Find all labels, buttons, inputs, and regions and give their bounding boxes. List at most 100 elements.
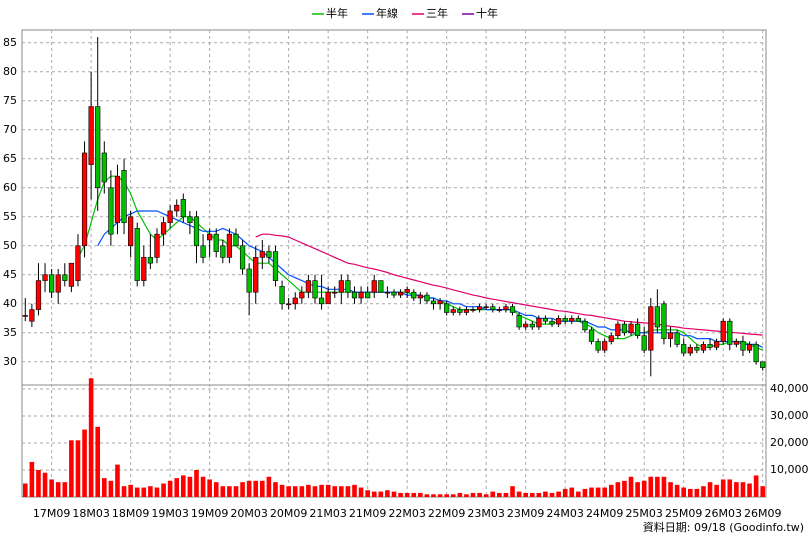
volume-bar — [543, 491, 548, 497]
candle-body — [305, 280, 312, 293]
volume-bar — [345, 486, 351, 497]
candle-body — [476, 306, 483, 310]
candle-body — [332, 291, 338, 294]
volume-bar — [398, 492, 403, 497]
volume-bar — [325, 484, 331, 497]
volume-bar — [562, 488, 568, 497]
candle-body — [496, 309, 502, 311]
volume-bar — [240, 482, 245, 497]
volume-bar — [661, 476, 667, 497]
y2-tick-label: 20,000 — [770, 436, 808, 449]
y-tick-label: 55 — [3, 210, 17, 223]
volume-bar — [358, 487, 364, 497]
volume-bar — [734, 482, 739, 497]
x-tick-label: 19M03 — [151, 507, 189, 520]
candle-body — [437, 300, 443, 305]
volume-bar — [418, 492, 423, 497]
candle-body — [29, 309, 35, 322]
candle-body — [529, 323, 535, 328]
candle-body — [714, 341, 720, 348]
volume-bar — [141, 487, 147, 497]
candle-body — [141, 257, 147, 281]
candle-body — [575, 317, 581, 322]
candle-body — [694, 346, 700, 351]
candle-body — [746, 344, 753, 351]
candle-body — [358, 291, 364, 299]
volume-bar — [352, 484, 357, 497]
x-tick-label: 26M03 — [704, 507, 742, 520]
y-tick-label: 35 — [3, 326, 17, 339]
volume-bar — [42, 472, 48, 497]
volume-bar — [503, 492, 509, 497]
candle-body — [582, 320, 588, 331]
y2-tick-label: 40,000 — [770, 382, 808, 395]
candle-body — [187, 216, 193, 223]
volume-bar — [306, 484, 311, 497]
candle-body — [35, 280, 42, 310]
candle-body — [101, 152, 107, 183]
volume-bar — [246, 480, 252, 497]
volume-bar — [108, 480, 114, 497]
volume-bar — [714, 484, 719, 497]
volume-bar — [75, 440, 81, 497]
volume-bar — [220, 486, 226, 497]
candle-body — [318, 297, 325, 305]
volume-bar — [299, 486, 305, 497]
ma-line — [255, 233, 763, 336]
volume-bar — [82, 429, 87, 497]
volume-bar — [701, 486, 706, 497]
candle-body — [444, 303, 450, 313]
candle-body — [134, 228, 140, 281]
candle-body — [641, 335, 647, 351]
volume-bar — [648, 476, 654, 497]
y-tick-label: 50 — [3, 239, 17, 252]
x-tick-label: 24M09 — [586, 507, 624, 520]
volume-bar — [101, 478, 107, 497]
volume-bar — [174, 478, 180, 497]
candle-body — [75, 245, 81, 281]
volume-bar — [134, 487, 140, 497]
candle-body — [588, 329, 595, 342]
candle-body — [220, 245, 226, 258]
candle-body — [391, 291, 397, 296]
volume-bar — [497, 492, 502, 497]
volume-bar — [55, 482, 61, 497]
volume-bar — [332, 486, 338, 497]
y-tick-label: 75 — [3, 94, 17, 107]
candle-body — [503, 306, 509, 310]
candle-body — [628, 323, 634, 334]
candle-body — [351, 291, 358, 299]
volume-bar — [424, 494, 430, 497]
volume-bar — [260, 480, 265, 497]
x-tick-label: 20M09 — [270, 507, 308, 520]
candle-body — [681, 344, 687, 354]
volume-bar — [536, 492, 542, 497]
candle-body — [272, 251, 279, 281]
x-tick-label: 19M09 — [191, 507, 229, 520]
candle-body — [595, 341, 601, 351]
candle-body — [483, 306, 489, 308]
candle-body — [325, 291, 331, 305]
x-tick-label: 20M03 — [230, 507, 268, 520]
volume-bar — [687, 488, 693, 497]
candle-body — [81, 152, 88, 247]
volume-bar — [49, 479, 54, 497]
candle-body — [430, 300, 437, 305]
volume-bar — [385, 490, 390, 497]
x-tick-label: 25M03 — [625, 507, 663, 520]
y2-tick-label: 10,000 — [770, 463, 808, 476]
volume-bar — [431, 494, 436, 497]
x-tick-label: 25M09 — [665, 507, 703, 520]
candle-body — [174, 204, 180, 212]
volume-bar — [233, 486, 239, 497]
volume-bar — [450, 494, 456, 497]
candle-body — [542, 317, 549, 322]
candle-body — [286, 303, 292, 306]
candle-body — [424, 294, 430, 302]
volume-bar — [437, 494, 443, 497]
candle-body — [128, 216, 134, 247]
volume-bar — [194, 470, 199, 497]
volume-bar — [681, 487, 687, 497]
volume-bar — [161, 483, 166, 497]
